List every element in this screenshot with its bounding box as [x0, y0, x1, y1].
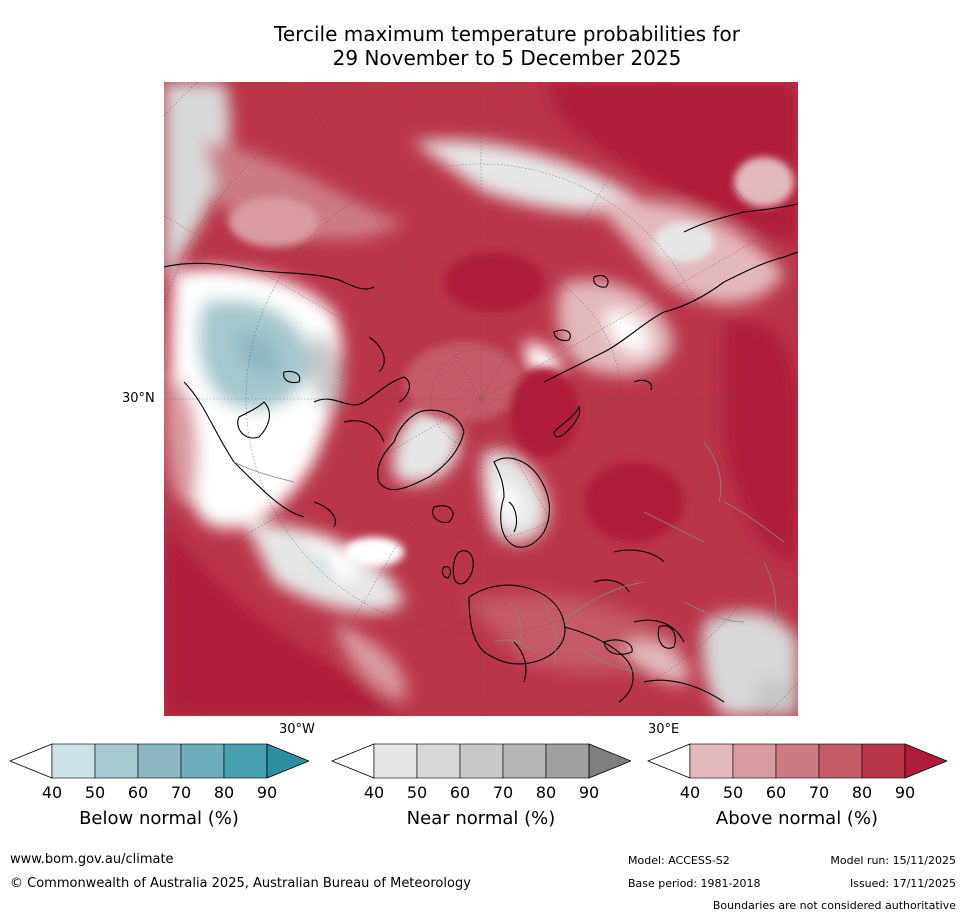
colorbar-swatch — [459, 743, 504, 779]
issued-date: Issued: 17/11/2025 — [849, 877, 956, 890]
model-name: Model: ACCESS-S2 — [628, 854, 730, 867]
tick-90: 90 — [894, 783, 916, 802]
map-svg — [164, 82, 798, 716]
longitude-label-30e: 30°E — [648, 722, 680, 737]
title-line-1: Tercile maximum temperature probabilitie… — [274, 22, 740, 46]
colorbar-below-label: Below normal (%) — [79, 808, 239, 829]
tick-50: 50 — [722, 783, 744, 802]
tick-40: 40 — [41, 783, 63, 802]
colorbar-above-swatches — [647, 743, 947, 779]
tick-80: 80 — [851, 783, 873, 802]
colorbar-near-label: Near normal (%) — [406, 808, 556, 829]
colorbar-below-swatches — [9, 743, 309, 779]
colorbar-swatch — [373, 743, 418, 779]
latitude-label-30n: 30°N — [122, 391, 155, 406]
tick-70: 70 — [492, 783, 514, 802]
colorbar-swatch — [545, 743, 590, 779]
colorbar-swatch — [502, 743, 547, 779]
colorbar-extend-low — [9, 743, 53, 779]
colorbar-extend-high — [904, 743, 947, 779]
longitude-label-30w: 30°W — [279, 722, 315, 737]
tick-70: 70 — [170, 783, 192, 802]
tick-40: 40 — [679, 783, 701, 802]
colorbar-swatch — [732, 743, 777, 779]
tick-60: 60 — [449, 783, 471, 802]
tick-90: 90 — [256, 783, 278, 802]
coastlines — [164, 203, 798, 703]
colorbar-extend-high — [588, 743, 631, 779]
tick-60: 60 — [127, 783, 149, 802]
colorbar-swatch — [818, 743, 863, 779]
tick-80: 80 — [213, 783, 235, 802]
colorbar-swatch — [51, 743, 96, 779]
tick-70: 70 — [808, 783, 830, 802]
colorbar-swatch — [416, 743, 461, 779]
colorbar-swatch — [689, 743, 734, 779]
colorbar-swatch — [223, 743, 268, 779]
colorbar-above-normal: 40 50 60 70 80 90 Above normal (%) — [647, 743, 947, 863]
probability-detail — [229, 157, 794, 567]
title-line-2: 29 November to 5 December 2025 — [332, 46, 682, 70]
tick-80: 80 — [535, 783, 557, 802]
tick-50: 50 — [406, 783, 428, 802]
colorbar-swatch — [180, 743, 225, 779]
model-run-date: Model run: 15/11/2025 — [830, 854, 956, 867]
colorbar-swatch — [137, 743, 182, 779]
boundaries-disclaimer: Boundaries are not considered authoritat… — [712, 899, 956, 912]
colorbar-extend-low — [331, 743, 375, 779]
tick-60: 60 — [765, 783, 787, 802]
tick-40: 40 — [363, 783, 385, 802]
colorbar-near-normal: 40 50 60 70 80 90 Near normal (%) — [331, 743, 631, 863]
tick-90: 90 — [578, 783, 600, 802]
colorbar-swatch — [861, 743, 906, 779]
colorbar-extend-high — [266, 743, 309, 779]
base-period: Base period: 1981-2018 — [628, 877, 761, 890]
copyright-text: © Commonwealth of Australia 2025, Austra… — [10, 876, 471, 891]
website-link[interactable]: www.bom.gov.au/climate — [10, 852, 174, 867]
probability-map — [164, 82, 798, 716]
colorbar-below-normal: 40 50 60 70 80 90 Below normal (%) — [9, 743, 309, 863]
colorbar-extend-low — [647, 743, 691, 779]
country-borders — [233, 441, 785, 673]
colorbar-above-label: Above normal (%) — [715, 808, 879, 829]
colorbar-swatch — [94, 743, 139, 779]
graticule — [164, 82, 798, 716]
map-title: Tercile maximum temperature probabilitie… — [164, 22, 850, 70]
tick-50: 50 — [84, 783, 106, 802]
colorbar-near-swatches — [331, 743, 631, 779]
colorbar-swatch — [775, 743, 820, 779]
